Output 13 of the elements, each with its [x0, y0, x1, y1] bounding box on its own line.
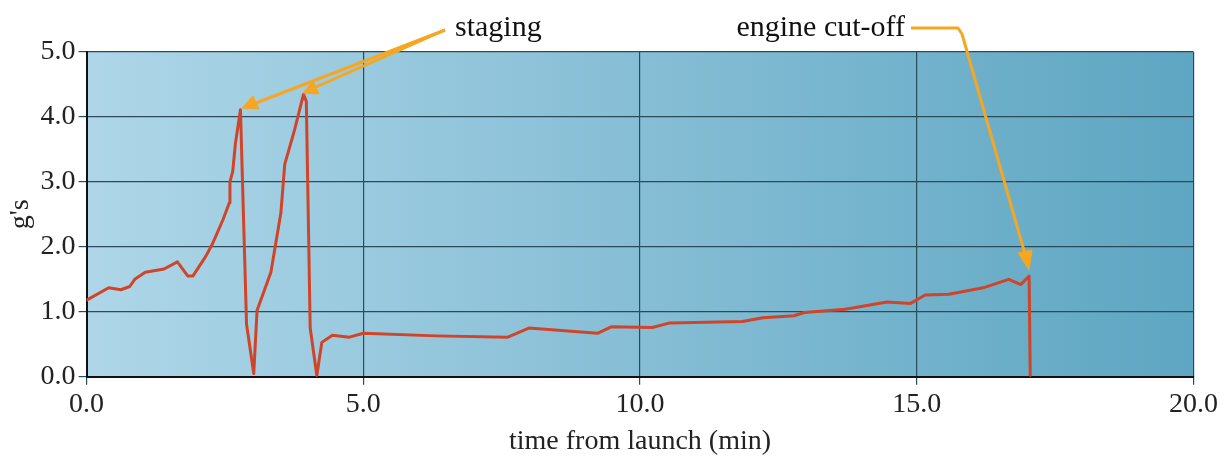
y-tick-label: 4.0 [40, 99, 76, 131]
text: staging [455, 8, 542, 42]
x-axis-title: time from launch (min) [509, 423, 772, 455]
y-tick-label: 2.0 [40, 229, 76, 261]
text: engine cut-off [736, 8, 906, 42]
y-tick-label: 5.0 [40, 34, 76, 66]
y-tick-label: 3.0 [40, 164, 76, 196]
x-tick-label: 5.0 [345, 386, 381, 418]
y-tick-label: 1.0 [40, 294, 76, 326]
x-tick-label: 15.0 [892, 386, 942, 418]
x-tick-label: 20.0 [1169, 386, 1218, 418]
y-axis-title: g's [3, 199, 35, 230]
x-tick-label: 10.0 [615, 386, 665, 418]
